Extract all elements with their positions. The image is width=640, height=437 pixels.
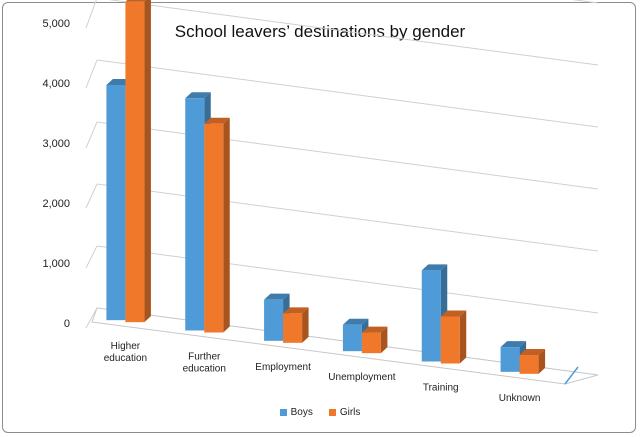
x-tick-label: Unemployment — [328, 372, 395, 383]
legend-item-girls: Girls — [328, 407, 361, 418]
gridline — [96, 183, 599, 252]
chart-legend: Boys Girls — [0, 407, 640, 418]
bar-girls — [519, 355, 539, 374]
bar-girls — [440, 316, 460, 364]
bar-side-girls — [538, 349, 546, 374]
y-tick-label: 2,000 — [42, 198, 70, 210]
x-tick-label: Employment — [255, 362, 311, 373]
gridline — [96, 245, 599, 314]
bar-side-girls — [223, 117, 230, 333]
bar-top-boys — [500, 341, 527, 348]
gridline — [96, 121, 599, 190]
bar-top-boys — [185, 92, 211, 99]
gridline-side — [85, 121, 98, 149]
y-tick-label: 3,000 — [42, 138, 70, 150]
floor-edge — [564, 366, 579, 385]
legend-swatch-boys — [279, 409, 287, 416]
gridline-side — [85, 0, 97, 29]
legend-swatch-girls — [328, 409, 336, 416]
bar-boys — [106, 84, 126, 321]
bar-side-girls — [459, 310, 467, 364]
bar-girls — [125, 1, 145, 323]
x-tick-label: Training — [423, 383, 459, 394]
bar-top-boys — [264, 293, 290, 300]
bar-side-girls — [302, 307, 309, 343]
bar-girls — [283, 313, 303, 343]
bar-top-boys — [342, 318, 369, 325]
x-tick-label: Unknown — [499, 393, 541, 404]
y-tick-label: 0 — [64, 318, 70, 330]
legend-label-girls: Girls — [339, 407, 361, 418]
chart-title: School leavers’ destinations by gender — [174, 22, 466, 41]
bar-top-girls — [283, 307, 309, 314]
bar-top-boys — [421, 264, 448, 271]
bar-boys — [342, 324, 362, 352]
bar-boys — [185, 98, 205, 331]
bar-side-girls — [144, 0, 151, 323]
gridline — [108, 0, 599, 66]
x-tick-label: Higher education — [104, 341, 147, 364]
bar-top-girls — [440, 310, 467, 317]
bar-girls — [361, 332, 381, 354]
gridline-side — [85, 183, 98, 209]
bar-girls — [204, 123, 224, 333]
y-tick-label: 5,000 — [42, 18, 70, 30]
bar-top-girls — [519, 349, 546, 356]
bar-top-girls — [204, 117, 230, 124]
bar-side-girls — [380, 326, 388, 354]
bar-top-girls — [361, 326, 388, 333]
x-tick-label: Further education — [183, 352, 226, 375]
bar-top-girls — [125, 0, 147, 2]
bar-boys — [421, 270, 441, 362]
bar-boys — [264, 299, 284, 341]
y-tick-label: 4,000 — [42, 78, 70, 90]
gridline-side — [85, 59, 98, 89]
gridline-side — [85, 307, 98, 329]
gridline-side — [85, 245, 98, 269]
bar-boys — [500, 347, 520, 372]
gridline — [96, 59, 599, 128]
y-tick-label: 1,000 — [42, 258, 70, 270]
gridline — [571, 0, 599, 4]
legend-label-boys: Boys — [290, 407, 313, 418]
legend-item-boys: Boys — [279, 407, 313, 418]
